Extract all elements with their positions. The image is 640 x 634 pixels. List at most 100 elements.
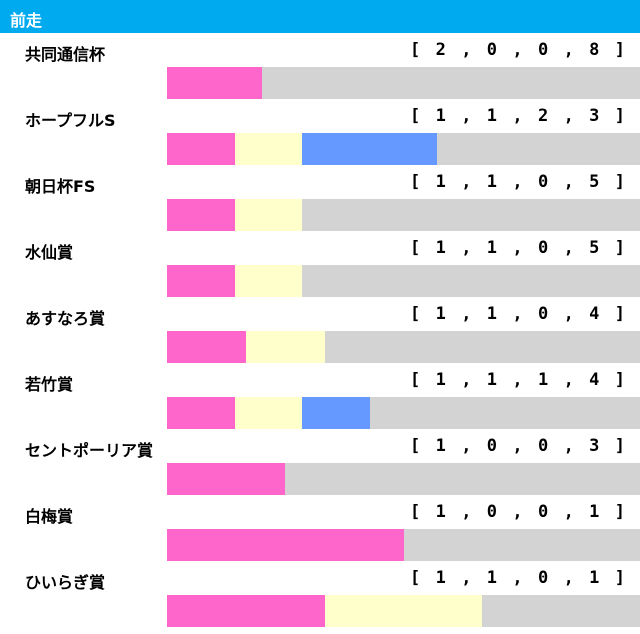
record-punct: , — [512, 502, 523, 522]
bar-segment-other — [261, 67, 640, 99]
bar-segment-second — [234, 265, 303, 297]
record-value: 0 — [537, 238, 549, 258]
record-punct: [ — [410, 436, 421, 456]
record-value: 8 — [589, 40, 600, 60]
record-text: [1, 0, 0, 1] — [410, 502, 625, 522]
bar-segment-other — [369, 397, 640, 429]
record-punct: ] — [614, 370, 625, 390]
record-text: [2, 0, 0, 8] — [410, 40, 625, 60]
stacked-bar — [167, 331, 640, 363]
record-punct: [ — [410, 304, 421, 324]
record-value: 0 — [486, 40, 498, 60]
record-punct: [ — [410, 172, 421, 192]
race-name: ホープフルS — [25, 111, 116, 130]
record-punct: , — [461, 238, 472, 258]
stacked-bar — [167, 67, 640, 99]
race-row: 白梅賞 [1, 0, 0, 1] — [0, 495, 640, 561]
record-punct: ] — [614, 106, 625, 126]
record-text: [1, 1, 0, 4] — [410, 304, 625, 324]
bar-segment-first — [167, 463, 286, 495]
record-value: 0 — [537, 172, 549, 192]
bar-segment-other — [482, 595, 640, 627]
record-punct: , — [461, 106, 472, 126]
bar-segment-other — [285, 463, 640, 495]
bar-segment-other — [302, 265, 640, 297]
record-value: 1 — [486, 172, 498, 192]
record-punct: [ — [410, 238, 421, 258]
record-punct: , — [563, 502, 574, 522]
bar-segment-first — [167, 133, 235, 165]
record-value: 2 — [435, 40, 446, 60]
record-value: 1 — [435, 436, 446, 456]
record-value: 1 — [537, 370, 549, 390]
race-name: あすなろ賞 — [25, 309, 106, 328]
record-value: 1 — [589, 568, 600, 588]
race-name: 共同通信杯 — [25, 45, 106, 64]
record-text: [1, 1, 2, 3] — [410, 106, 625, 126]
bar-segment-first — [167, 529, 404, 561]
record-value: 4 — [589, 304, 600, 324]
record-punct: ] — [614, 304, 625, 324]
record-punct: , — [512, 40, 523, 60]
race-name: 若竹賞 — [25, 375, 74, 394]
record-text: [1, 1, 0, 5] — [410, 238, 625, 258]
record-punct: ] — [614, 502, 625, 522]
race-row: 水仙賞 [1, 1, 0, 5] — [0, 231, 640, 297]
record-value: 1 — [486, 106, 498, 126]
record-value: 1 — [589, 502, 600, 522]
stacked-bar — [167, 133, 640, 165]
record-value: 0 — [537, 502, 549, 522]
bar-segment-first — [167, 199, 235, 231]
record-punct: , — [512, 238, 523, 258]
record-punct: , — [461, 370, 472, 390]
record-value: 0 — [537, 40, 549, 60]
bar-segment-first — [167, 397, 235, 429]
race-row: 若竹賞 [1, 1, 1, 4] — [0, 363, 640, 429]
race-row: ひいらぎ賞 [1, 1, 0, 1] — [0, 561, 640, 627]
stacked-bar — [167, 463, 640, 495]
record-value: 3 — [589, 106, 600, 126]
record-value: 1 — [486, 370, 498, 390]
record-punct: , — [461, 304, 472, 324]
race-row: 共同通信杯 [2, 0, 0, 8] — [0, 33, 640, 99]
record-value: 0 — [537, 568, 549, 588]
record-punct: ] — [614, 436, 625, 456]
bar-segment-third — [302, 397, 370, 429]
record-punct: , — [461, 502, 472, 522]
record-value: 5 — [589, 172, 600, 192]
bar-segment-other — [403, 529, 640, 561]
record-value: 5 — [589, 238, 600, 258]
bar-segment-first — [167, 265, 235, 297]
stacked-bar — [167, 265, 640, 297]
record-punct: , — [512, 172, 523, 192]
record-punct: , — [461, 172, 472, 192]
record-punct: , — [563, 172, 574, 192]
record-text: [1, 0, 0, 3] — [410, 436, 625, 456]
bar-segment-second — [324, 595, 483, 627]
record-value: 4 — [589, 370, 600, 390]
record-punct: [ — [410, 106, 421, 126]
record-text: [1, 1, 0, 5] — [410, 172, 625, 192]
record-punct: , — [563, 40, 574, 60]
bar-segment-second — [234, 397, 303, 429]
bar-segment-third — [302, 133, 438, 165]
record-value: 0 — [537, 304, 549, 324]
bar-segment-other — [437, 133, 640, 165]
record-punct: [ — [410, 40, 421, 60]
record-punct: , — [512, 568, 523, 588]
bar-segment-other — [324, 331, 640, 363]
record-punct: , — [563, 106, 574, 126]
bar-segment-first — [167, 595, 325, 627]
record-punct: , — [563, 238, 574, 258]
record-punct: , — [563, 436, 574, 456]
race-name: ひいらぎ賞 — [25, 573, 106, 592]
race-name: 水仙賞 — [25, 243, 74, 262]
race-name: 朝日杯FS — [25, 177, 96, 196]
record-text: [1, 1, 0, 1] — [410, 568, 625, 588]
section-title: 前走 — [10, 11, 43, 30]
stacked-bar — [167, 529, 640, 561]
record-punct: ] — [614, 238, 625, 258]
record-punct: , — [563, 370, 574, 390]
bar-segment-first — [167, 331, 246, 363]
record-value: 1 — [435, 304, 446, 324]
